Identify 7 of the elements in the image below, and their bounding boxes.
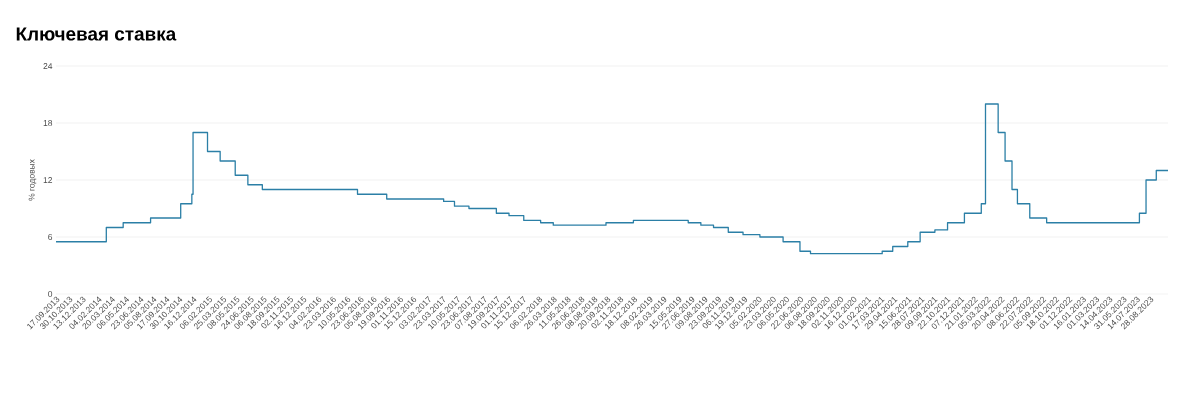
y-tick-label: 24: [43, 63, 53, 69]
y-axis-title: % годовых: [28, 159, 37, 201]
y-tick-label: 6: [48, 234, 53, 240]
y-tick-label: 18: [43, 120, 53, 126]
chart-title: Ключевая ставка: [16, 27, 177, 41]
y-tick-label: 12: [43, 177, 53, 183]
y-tick-label: 0: [48, 291, 53, 297]
